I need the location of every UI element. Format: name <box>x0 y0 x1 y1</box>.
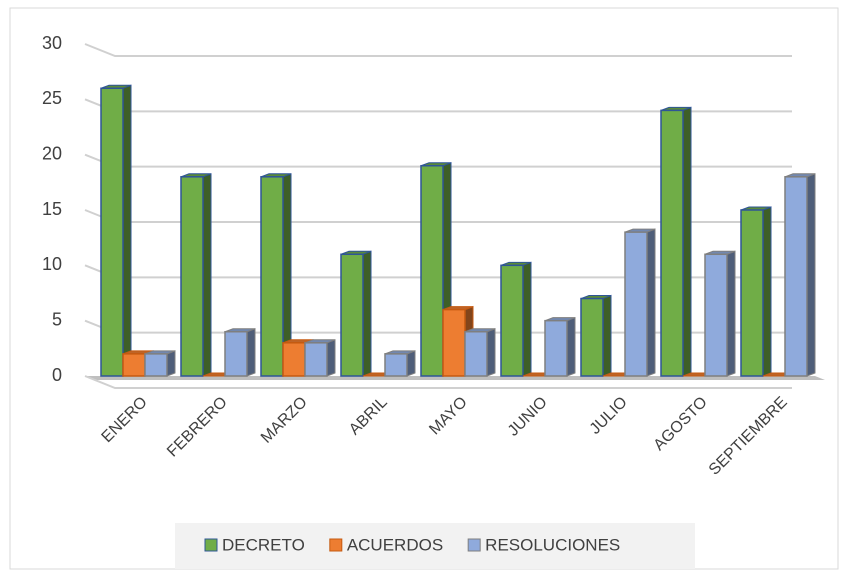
bar <box>740 209 764 377</box>
bar <box>384 353 408 377</box>
bar <box>224 330 248 377</box>
grid-line <box>84 43 792 57</box>
bar-side <box>762 206 772 377</box>
y-tick-label: 30 <box>42 33 62 53</box>
floor <box>85 376 825 380</box>
bar-side <box>326 339 336 377</box>
bar <box>180 176 204 377</box>
bar-side <box>122 84 132 377</box>
bar-side <box>406 350 416 377</box>
bar <box>100 87 124 377</box>
y-tick-label: 10 <box>42 254 62 274</box>
bar <box>784 176 808 377</box>
bar <box>704 253 728 377</box>
bar <box>260 176 284 377</box>
bar <box>122 353 146 377</box>
y-tick-label: 25 <box>42 88 62 108</box>
bar-side <box>646 228 656 377</box>
bar-side <box>806 173 816 377</box>
legend-label: ACUERDOS <box>347 535 443 554</box>
legend-label: RESOLUCIONES <box>485 535 620 554</box>
bar-side <box>566 316 576 377</box>
bar <box>304 342 328 377</box>
bar-side <box>362 250 372 377</box>
bar-side <box>726 250 736 377</box>
bar-side <box>202 173 212 377</box>
legend: DECRETO ACUERDOS RESOLUCIONES <box>204 535 620 554</box>
bar-side <box>486 328 496 377</box>
bar <box>624 231 648 377</box>
bar <box>544 319 568 377</box>
bar-side <box>166 350 176 377</box>
legend-swatch <box>329 538 343 552</box>
bar-side <box>522 261 532 377</box>
bar <box>144 353 168 377</box>
legend-label: DECRETO <box>222 535 305 554</box>
y-tick-label: 15 <box>42 199 62 219</box>
y-tick-label: 5 <box>52 309 62 329</box>
grid-line <box>84 375 792 389</box>
bar-side <box>682 106 692 377</box>
bar <box>442 308 466 377</box>
bar <box>464 330 488 377</box>
bar <box>282 342 306 377</box>
bar <box>580 297 604 377</box>
legend-swatch <box>467 538 481 552</box>
legend-swatch <box>204 538 218 552</box>
bar-side <box>602 294 612 377</box>
y-tick-label: 0 <box>52 365 62 385</box>
bar <box>420 164 444 377</box>
legend-box <box>175 523 695 569</box>
bar <box>340 253 364 377</box>
bar <box>500 264 524 377</box>
y-tick-label: 20 <box>42 143 62 163</box>
bar-side <box>246 328 256 377</box>
bar <box>660 109 684 377</box>
